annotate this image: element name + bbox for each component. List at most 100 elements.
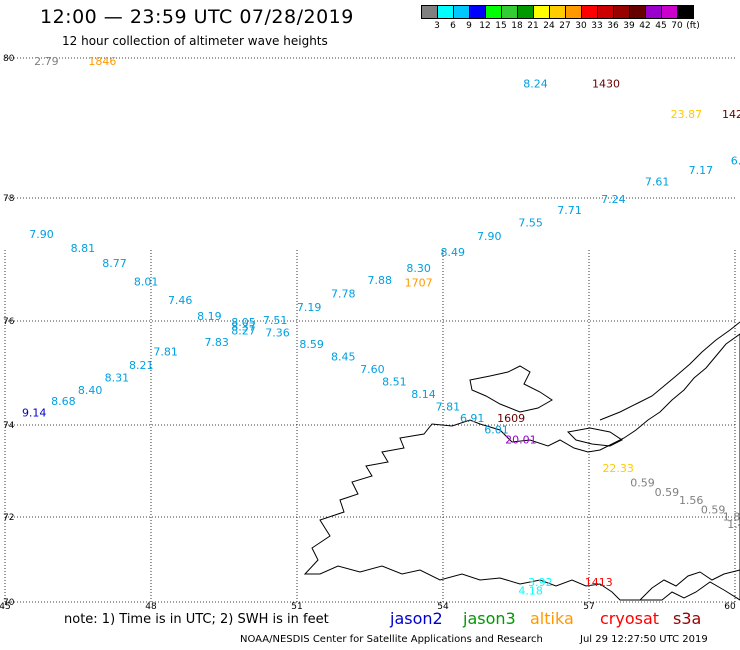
latitude-tick-label: 74 [3,421,15,431]
wave-reading: 4.18 [518,584,543,597]
wave-reading: 8.21 [129,359,154,372]
wave-reading: 8.05 [231,316,256,329]
wave-reading: 7.81 [153,345,178,358]
wave-reading: 7.90 [29,228,54,241]
color-scale-label: 42 [639,21,651,31]
wave-reading: 8.59 [299,338,324,351]
color-scale-label: 18 [511,21,523,31]
axis-labels: 70 72 74 76 78 80 45 48 51 54 57 60 [0,54,736,612]
color-swatch [437,5,454,19]
wave-reading: 7.83 [204,336,229,349]
wave-reading: 7.78 [331,288,356,301]
wave-reading: 7.88 [367,274,392,287]
wave-reading: 7.60 [360,363,385,376]
wave-height-readings: 2.79 1846 8.24 1430 23.87 1429 6. 7.17 7.61 7.24 7… [22,55,740,597]
wave-reading: 8.37 [231,320,256,333]
longitude-tick-label: 54 [437,602,449,612]
color-scale-label: (ft) [686,21,700,31]
color-swatch [453,5,470,19]
wave-reading: 1429 [722,108,740,121]
wave-reading: 1.88 [723,510,740,523]
wave-reading: 1413 [585,576,613,589]
wave-reading: 2.79 [34,55,59,68]
wave-reading: 8.27 [231,325,256,338]
wave-reading: 8.51 [382,375,407,388]
graticule [4,57,736,603]
latitude-tick-label: 76 [3,317,15,327]
wave-reading: 0.59 [655,486,680,499]
coastline-vaygach [566,427,623,447]
wave-reading: 0.59 [630,477,655,490]
coastline-yamal [639,569,740,601]
color-scale-label: 39 [623,21,635,31]
longitude-tick-label: 51 [291,602,302,612]
color-scale-label: 3 [434,21,440,31]
wave-reading: 7.90 [477,230,502,243]
color-scale-label: 24 [543,21,555,31]
wave-reading: 9.14 [22,407,47,420]
footer-note: note: 1) Time is in UTC; 2) SWH is in fe… [64,612,329,627]
wave-reading: 20.01 [505,433,537,446]
wave-reading: 8.01 [134,275,159,288]
color-scale-label: 9 [466,21,472,31]
wave-reading: 1846 [88,55,116,68]
wave-reading: 6.91 [460,412,485,425]
color-scale-label: 15 [495,21,507,31]
wave-reading: 8.24 [523,77,548,90]
color-scale-label: 21 [527,21,539,31]
legend-jason3: jason3 [463,609,516,628]
longitude-tick-label: 48 [145,602,157,612]
color-scale-label: 45 [655,21,667,31]
wave-reading: 7.81 [436,400,461,413]
wave-reading: 3.92 [528,576,553,589]
wave-reading: 8.45 [331,351,356,364]
longitude-tick-label: 60 [724,602,736,612]
wave-reading: 6. [731,154,740,167]
legend-s3a: s3a [673,609,702,628]
legend-cryosat: cryosat [600,609,660,628]
color-scale-label: 36 [607,21,619,31]
wave-reading: 8.40 [78,384,103,397]
wave-reading: 7.17 [689,164,714,177]
legend-altika: altika [530,609,574,628]
wave-reading: 0.59 [701,503,726,516]
color-swatch [549,5,566,19]
wave-reading: 1.4 [727,518,740,531]
wave-reading: 8.31 [105,371,130,384]
color-swatch [629,5,646,19]
wave-reading: 7.51 [263,314,288,327]
wave-reading: 23.87 [671,108,703,121]
wave-reading: 1707 [405,277,433,290]
coastline-kara-shore [599,321,740,421]
credit-line: NOAA/NESDIS Center for Satellite Applica… [240,634,543,645]
coastline-north-island [469,365,553,413]
wave-reading: 8.81 [71,242,96,255]
color-swatch [645,5,662,19]
color-scale-label: 30 [575,21,587,31]
wave-reading: 7.24 [601,193,626,206]
wave-reading: 1430 [592,77,620,90]
wave-reading: 6.01 [484,423,509,436]
wave-reading: 7.55 [518,216,543,229]
color-scale-label: 6 [450,21,456,31]
wave-reading: 7.19 [297,301,322,314]
wave-reading: 8.14 [411,388,436,401]
latitude-tick-label: 78 [3,194,15,204]
page-title: 12:00 — 23:59 UTC 07/28/2019 [40,6,354,28]
wave-reading: 8.30 [406,262,431,275]
longitude-tick-label: 57 [583,602,594,612]
longitude-tick-label: 45 [0,602,11,612]
color-swatch [533,5,550,19]
wave-reading: 7.61 [645,175,670,188]
color-scale-label: 27 [559,21,571,31]
color-swatch [613,5,630,19]
color-swatch [421,5,438,19]
wave-reading: 7.46 [168,294,193,307]
latitude-tick-label: 72 [3,513,14,523]
color-swatch [517,5,534,19]
color-swatch [501,5,518,19]
color-swatch [597,5,614,19]
wave-reading: 8.19 [197,310,222,323]
wave-reading: 7.36 [265,327,290,340]
legend-jason2: jason2 [390,609,443,628]
